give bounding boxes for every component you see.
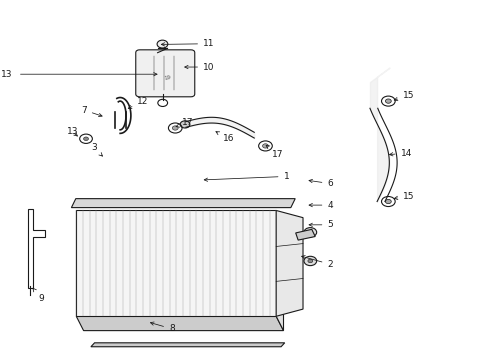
Text: 5: 5	[308, 220, 332, 229]
Text: 17: 17	[265, 145, 283, 159]
Text: 7: 7	[81, 105, 102, 117]
Text: 15: 15	[393, 91, 414, 101]
Circle shape	[307, 259, 312, 263]
Text: 1: 1	[204, 172, 289, 181]
Polygon shape	[276, 211, 303, 316]
Text: 14: 14	[389, 149, 411, 158]
Polygon shape	[76, 211, 276, 316]
Text: 2: 2	[301, 256, 332, 269]
FancyBboxPatch shape	[136, 50, 194, 97]
Circle shape	[157, 40, 167, 48]
Circle shape	[307, 230, 312, 234]
Polygon shape	[76, 316, 283, 330]
Text: 13: 13	[66, 127, 78, 136]
Text: 16: 16	[216, 132, 234, 143]
Text: 9: 9	[33, 288, 44, 303]
Text: 12: 12	[128, 96, 148, 108]
Circle shape	[172, 126, 178, 130]
Text: 6: 6	[308, 179, 332, 188]
Text: 17: 17	[176, 118, 193, 127]
Text: 11: 11	[161, 39, 214, 48]
Circle shape	[385, 199, 390, 204]
Text: 8: 8	[150, 322, 174, 333]
Text: 10: 10	[184, 63, 214, 72]
Circle shape	[304, 256, 316, 266]
Text: 13: 13	[0, 70, 12, 79]
Polygon shape	[91, 343, 284, 347]
Text: 3: 3	[91, 143, 102, 156]
Polygon shape	[276, 211, 283, 330]
Circle shape	[262, 144, 268, 148]
Circle shape	[83, 137, 88, 140]
Circle shape	[180, 121, 189, 128]
Text: 15: 15	[393, 192, 414, 201]
Circle shape	[304, 228, 316, 237]
Circle shape	[385, 99, 390, 103]
Polygon shape	[71, 199, 295, 208]
Text: 19: 19	[163, 75, 171, 81]
Text: 4: 4	[308, 201, 332, 210]
Polygon shape	[295, 229, 315, 240]
